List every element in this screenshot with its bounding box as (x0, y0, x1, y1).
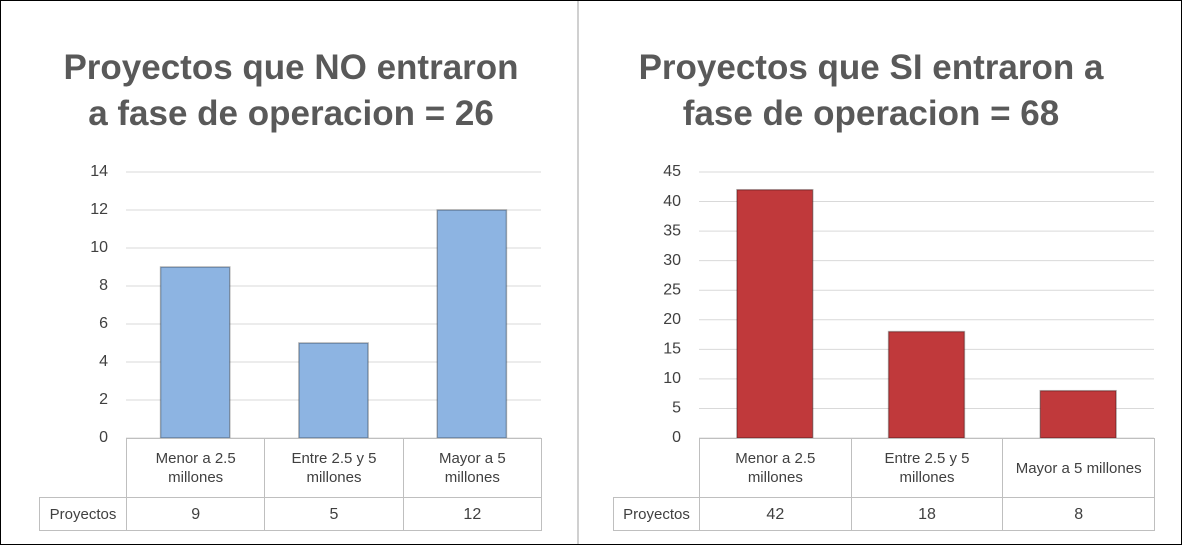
y-tick-label: 15 (663, 341, 681, 358)
y-tick-label: 10 (90, 239, 108, 256)
category-label: Menor a 2.5 millones (699, 438, 852, 498)
legend-label: Proyectos (39, 497, 127, 531)
y-tick-label: 10 (663, 370, 681, 387)
bar (736, 188, 814, 439)
y-tick-label: 40 (663, 193, 681, 210)
y-tick-label: 5 (672, 400, 681, 417)
data-table-value: 18 (850, 497, 1004, 531)
data-table-value: 8 (1002, 497, 1155, 531)
data-table-value: 12 (402, 497, 542, 531)
y-tick-label: 0 (99, 429, 108, 446)
bar (436, 209, 508, 439)
y-tick-label: 35 (663, 222, 681, 239)
category-label: Entre 2.5 y 5 millones (850, 438, 1004, 498)
y-tick-label: 4 (99, 353, 108, 370)
legend-label: Proyectos (613, 497, 700, 531)
data-table-value: 9 (126, 497, 266, 531)
bar (1039, 389, 1117, 439)
category-label: Entre 2.5 y 5 millones (264, 438, 404, 498)
category-label: Mayor a 5 millones (1002, 438, 1155, 498)
bar (887, 330, 966, 439)
data-table-value: 5 (264, 497, 404, 531)
category-label: Mayor a 5 millones (402, 438, 542, 498)
bar (298, 342, 369, 439)
bar (159, 266, 231, 439)
chart-title: Proyectos que SI entraron a fase de oper… (638, 48, 1104, 133)
y-tick-label: 45 (663, 163, 681, 180)
data-table-value: 42 (699, 497, 852, 531)
y-tick-label: 20 (663, 311, 681, 328)
category-label: Menor a 2.5 millones (126, 438, 266, 498)
y-tick-label: 30 (663, 252, 681, 269)
y-tick-label: 6 (99, 315, 108, 332)
y-tick-label: 2 (99, 391, 108, 408)
chart-title: Proyectos que NO entraron a fase de oper… (63, 48, 519, 133)
y-tick-label: 12 (90, 201, 108, 218)
y-tick-label: 8 (99, 277, 108, 294)
y-tick-label: 0 (672, 429, 681, 446)
y-tick-label: 25 (663, 281, 681, 298)
y-tick-label: 14 (90, 163, 108, 180)
